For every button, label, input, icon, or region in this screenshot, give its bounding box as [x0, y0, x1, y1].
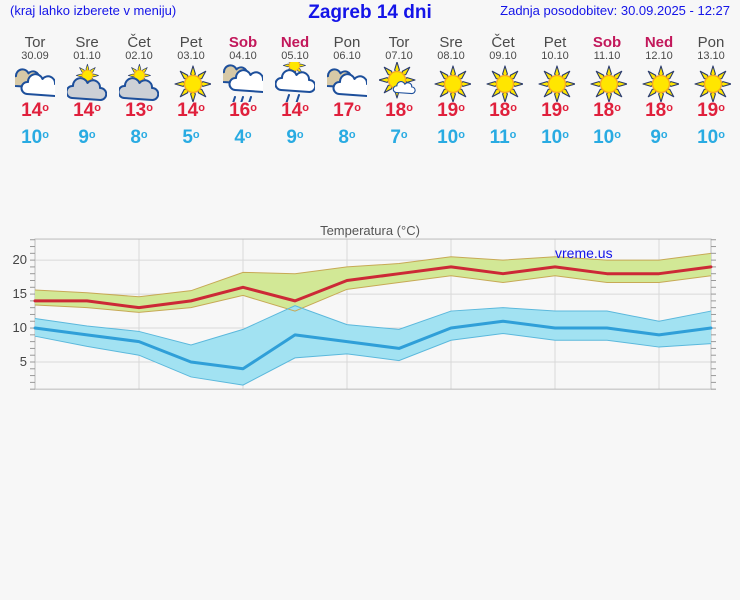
svg-text:5: 5 [20, 354, 27, 369]
svg-text:20: 20 [13, 252, 27, 267]
svg-text:Temperatura (°C): Temperatura (°C) [320, 223, 420, 238]
svg-text:15: 15 [13, 286, 27, 301]
svg-text:10: 10 [13, 320, 27, 335]
svg-text:vreme.us: vreme.us [555, 245, 613, 261]
